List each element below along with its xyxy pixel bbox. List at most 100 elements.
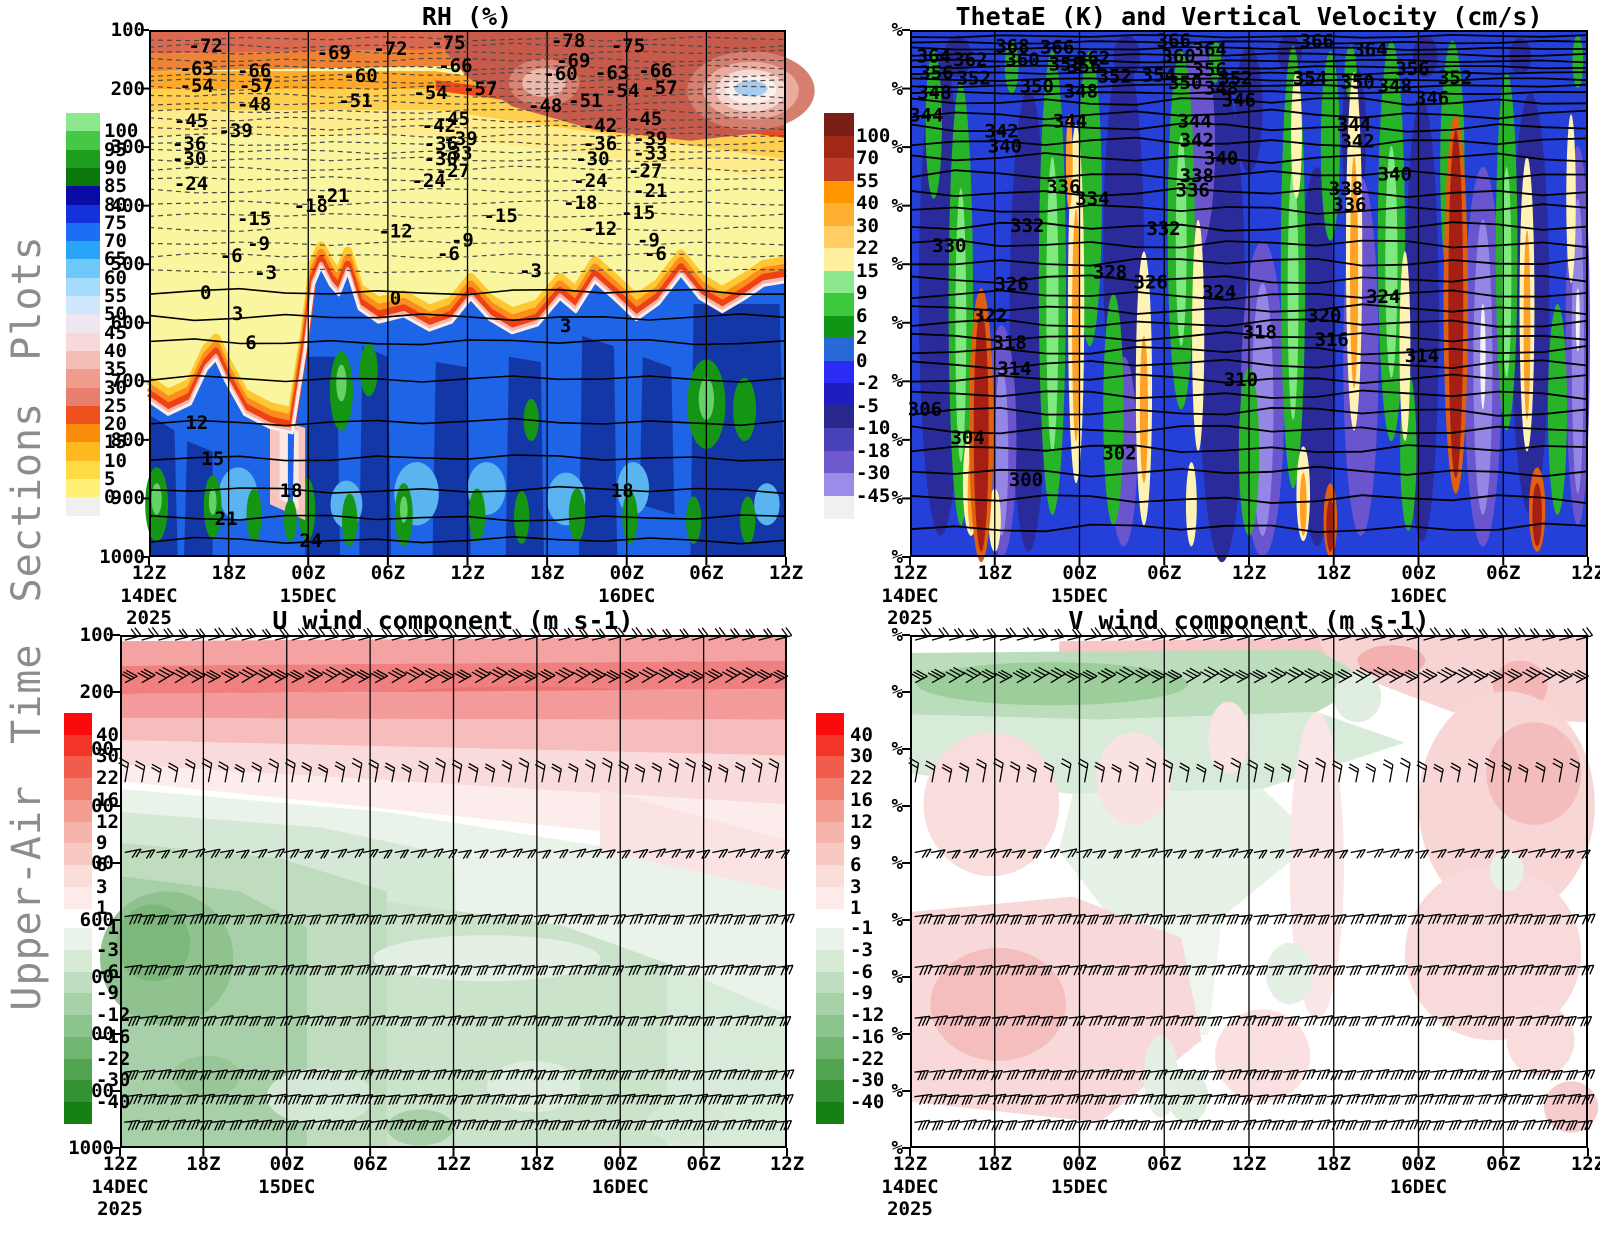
colorbar-segment xyxy=(824,180,854,204)
x-tick-label: 18Z xyxy=(1316,562,1351,584)
contour-label: 368 xyxy=(995,35,1029,57)
colorbar-label: -1 xyxy=(96,917,119,940)
colorbar-label: 1 xyxy=(850,897,862,920)
contour-label: -63 xyxy=(180,58,214,80)
colorbar-segment xyxy=(64,1036,92,1059)
x-tick-label: 18Z xyxy=(977,1153,1012,1175)
contour-label: -21 xyxy=(315,185,349,207)
contour-label: -33 xyxy=(438,142,472,164)
colorbar-segment xyxy=(64,950,92,973)
colorbar-segment xyxy=(66,149,100,169)
colorbar-label: 100 xyxy=(856,124,891,147)
contour-label: -63 xyxy=(595,62,629,84)
y-tick-label: % xyxy=(891,738,903,760)
colorbar-label: 60 xyxy=(104,266,127,289)
colorbar-label: 6 xyxy=(850,853,862,876)
x-tick-label: 18Z xyxy=(529,562,565,584)
x-tick-label: 00Z xyxy=(603,1153,638,1175)
contour-label: -18 xyxy=(563,192,597,214)
colorbar-label: 15 xyxy=(856,259,879,282)
x-year-label: 2025 xyxy=(126,607,172,629)
x-tick-label: 18Z xyxy=(211,562,246,584)
colorbar-segment xyxy=(824,203,854,226)
y-tick-label: 900 xyxy=(79,1080,114,1102)
colorbar-label: 16 xyxy=(850,788,873,811)
y-tick-label: 700 xyxy=(110,370,145,393)
contour-label: 348 xyxy=(1204,77,1238,99)
x-tick-label: 06Z xyxy=(1147,562,1182,584)
colorbar-label: 45 xyxy=(104,321,127,344)
colorbar-segment xyxy=(66,167,100,187)
contour-label: -57 xyxy=(643,77,677,99)
colorbar-segment xyxy=(66,424,100,443)
contour-label: -48 xyxy=(528,95,562,117)
contour-label: 6 xyxy=(245,332,256,354)
wind-barb-row xyxy=(124,848,791,860)
x-tick-label: 00Z xyxy=(1401,562,1436,584)
contour-label: 356 xyxy=(1395,58,1429,80)
contour-label: 342 xyxy=(1340,131,1374,153)
contour-label: 348 xyxy=(917,82,951,104)
contour-label: 340 xyxy=(1378,163,1412,185)
x-tick-label: 12Z xyxy=(1570,562,1600,584)
colorbar-segment xyxy=(66,277,100,297)
x-date-label: 15DEC xyxy=(258,1176,316,1198)
colorbar-label: 70 xyxy=(856,147,879,169)
colorbar-segment xyxy=(64,971,92,994)
y-tick-label: 600 xyxy=(110,311,145,334)
x-tick-label: 06Z xyxy=(1486,562,1521,584)
colorbar-segment xyxy=(816,756,844,779)
colorbar-segment xyxy=(64,778,92,801)
x-tick-label: 12Z xyxy=(1231,1153,1267,1175)
wind-barb-row xyxy=(914,1069,1596,1081)
colorbar-label: 40 xyxy=(104,339,127,362)
y-tick-label: 800 xyxy=(110,428,145,451)
contour-label: -6 xyxy=(644,243,667,265)
contour-label: 304 xyxy=(950,427,984,449)
contour-label: 332 xyxy=(1146,218,1180,240)
x-date-label: 16DEC xyxy=(591,1176,649,1198)
colorbar-segment xyxy=(66,113,100,132)
y-tick-label: % xyxy=(891,428,903,451)
contour-label: 330 xyxy=(932,235,966,257)
colorbar-label: 22 xyxy=(856,237,879,259)
contour-label: -9 xyxy=(637,230,660,252)
x-date-label: 16DEC xyxy=(1389,1176,1448,1198)
panel-thetae-vv-title: ThetaE (K) and Vertical Velocity (cm/s) xyxy=(955,2,1543,31)
colorbar-segment xyxy=(816,843,844,866)
x-tick-label: 12Z xyxy=(1570,1153,1600,1175)
contour-label: 328 xyxy=(1093,261,1127,283)
wind-barb-row xyxy=(914,913,1596,926)
contour-label: -12 xyxy=(378,220,412,242)
colorbar-label: 22 xyxy=(96,767,119,790)
colorbar-segment xyxy=(64,864,92,888)
x-tick-label: 12Z xyxy=(892,562,928,584)
y-tick-label: % xyxy=(891,370,903,393)
contour-label: -78 xyxy=(551,30,585,52)
contour-label: 364 xyxy=(1193,39,1227,61)
colorbar-segment xyxy=(816,864,844,888)
contour-label: 0 xyxy=(200,282,211,304)
y-tick-label: % xyxy=(891,487,903,510)
contour-label: -18 xyxy=(294,195,328,217)
contour-label: 364 xyxy=(917,45,951,67)
contour-label: 366 xyxy=(1300,31,1334,53)
colorbar-segment xyxy=(816,713,844,736)
colorbar-label: 0 xyxy=(856,349,868,372)
contour-label: 3 xyxy=(232,303,243,325)
x-tick-label: 18Z xyxy=(186,1153,221,1175)
contour-label: 354 xyxy=(1293,67,1327,89)
colorbar-label: 85 xyxy=(104,175,127,198)
contour-label: -66 xyxy=(237,60,271,82)
colorbar-label: 0 xyxy=(104,486,116,509)
colorbar-label: -1 xyxy=(850,917,873,940)
contour-label: -66 xyxy=(438,55,472,77)
colorbar-label: 1 xyxy=(96,897,108,920)
y-tick-label: % xyxy=(891,624,903,646)
colorbar-label: 55 xyxy=(856,169,879,192)
x-year-label: 2025 xyxy=(887,607,933,629)
x-year-label: 2025 xyxy=(887,1198,933,1220)
colorbar-segment xyxy=(66,387,100,407)
contour-label: -45 xyxy=(628,108,662,130)
